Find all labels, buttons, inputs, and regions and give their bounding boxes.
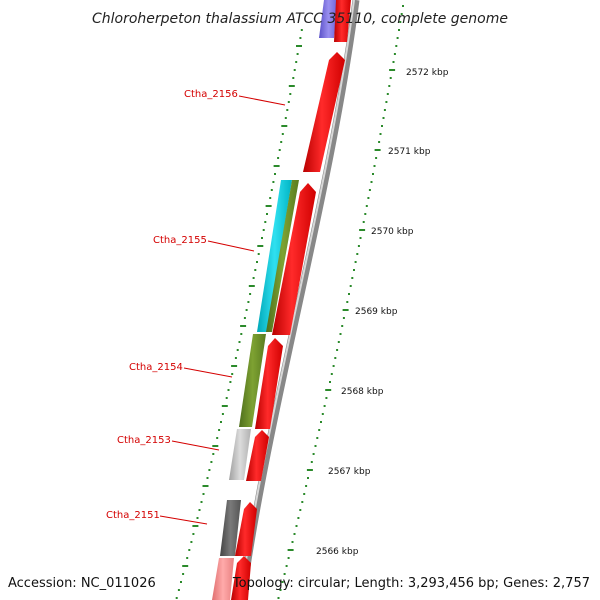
forward-gene <box>303 52 345 172</box>
gene-label-ctha-2156[interactable]: Ctha_2156 <box>184 89 238 100</box>
gene-segment-cyan <box>257 180 292 332</box>
forward-gene <box>334 0 351 42</box>
gene-label-ctha-2153[interactable]: Ctha_2153 <box>117 435 171 446</box>
inner-dotted-ring <box>175 29 303 599</box>
gene-segment-pink <box>212 558 234 600</box>
gene-leader-line <box>207 240 255 252</box>
forward-gene <box>255 338 283 429</box>
map-title: Chloroherpeton thalassium ATCC 35110, co… <box>92 11 508 27</box>
forward-gene <box>246 430 269 481</box>
accession-text: Accession: NC_011026 <box>8 576 156 591</box>
tick-ring <box>277 5 404 599</box>
forward-strand-genes <box>231 0 351 600</box>
genome-backbone <box>238 0 360 600</box>
forward-gene <box>235 502 257 556</box>
tick-label-2566: 2566 kbp <box>316 547 359 557</box>
tick-label-2571: 2571 kbp <box>388 147 431 157</box>
tick-label-2569: 2569 kbp <box>355 307 398 317</box>
gene-leader-line <box>159 515 208 525</box>
tick-label-2570: 2570 kbp <box>371 227 414 237</box>
gene-label-ctha-2155[interactable]: Ctha_2155 <box>153 235 207 246</box>
gene-segment-purple <box>319 0 338 38</box>
gene-segment-gray <box>229 429 251 480</box>
gene-leader-line <box>183 367 233 378</box>
tick-label-2567: 2567 kbp <box>328 467 371 477</box>
gene-segment-olive-lower <box>239 334 266 427</box>
tick-label-2572: 2572 kbp <box>406 68 449 78</box>
gene-segment-dark <box>220 500 241 556</box>
gene-label-ctha-2151[interactable]: Ctha_2151 <box>106 510 160 521</box>
tick-label-2568: 2568 kbp <box>341 387 384 397</box>
forward-gene <box>272 183 316 335</box>
topology-text: Topology: circular; Length: 3,293,456 bp… <box>232 576 590 591</box>
gene-segment-olive-upper <box>266 180 299 332</box>
forward-gene <box>231 556 251 600</box>
gene-leader-line <box>238 95 286 106</box>
gene-label-ctha-2154[interactable]: Ctha_2154 <box>129 362 183 373</box>
gene-leader-line <box>171 440 220 451</box>
